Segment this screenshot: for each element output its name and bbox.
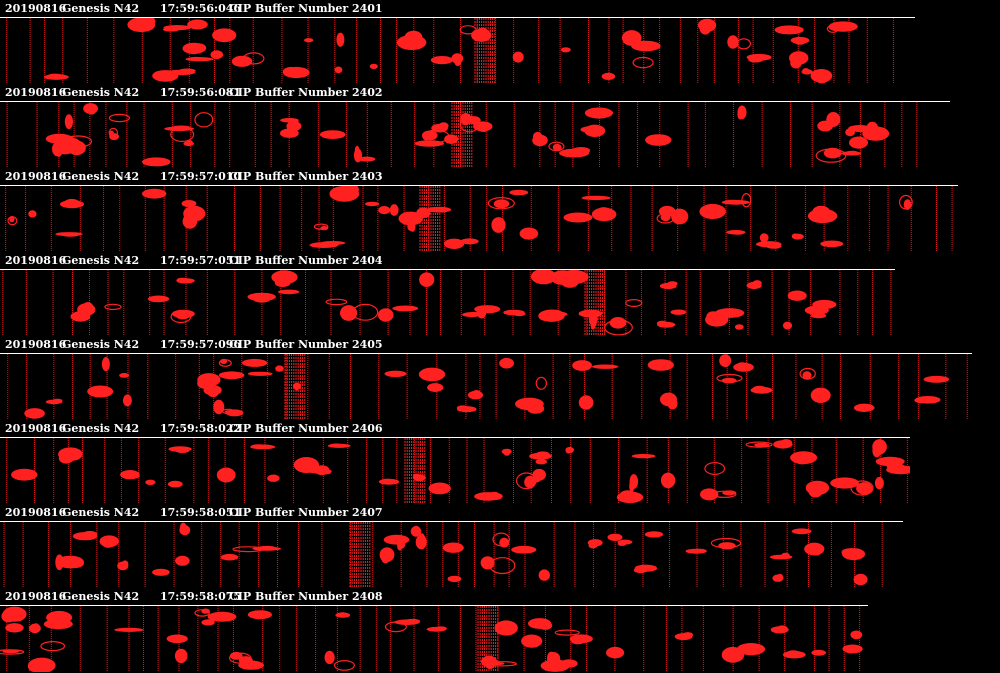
buffer-header: 20190816 Genesis N42 17:59:58:022 CIP Bu…: [0, 420, 1000, 437]
buffer-header: 20190816 Genesis N42 17:59:58:075 CIP Bu…: [0, 588, 1000, 605]
buffer-number: CIP Buffer Number 2403: [229, 170, 383, 183]
probe-name: Genesis N42: [62, 422, 140, 435]
particle-image: [0, 102, 930, 168]
buffer-header: 20190816 Genesis N42 17:59:56:046 CIP Bu…: [0, 0, 1000, 17]
header-rule: [0, 269, 895, 270]
buffer-strip: 20190816 Genesis N42 17:59:58:022 CIP Bu…: [0, 420, 1000, 504]
probe-name: Genesis N42: [62, 254, 140, 267]
buffer-header: 20190816 Genesis N42 17:59:57:051 CIP Bu…: [0, 252, 1000, 269]
buffer-date: 20190816: [5, 86, 67, 99]
buffer-time: 17:59:57:096: [160, 338, 242, 351]
buffer-strip: 20190816 Genesis N42 17:59:57:051 CIP Bu…: [0, 252, 1000, 336]
particle-image: [0, 354, 972, 420]
buffer-time: 17:59:58:022: [160, 422, 242, 435]
buffer-number: CIP Buffer Number 2404: [229, 254, 383, 267]
buffer-date: 20190816: [5, 2, 67, 15]
probe-name: Genesis N42: [62, 170, 140, 183]
buffer-strip: 20190816 Genesis N42 17:59:58:075 CIP Bu…: [0, 588, 1000, 672]
probe-name: Genesis N42: [62, 338, 140, 351]
header-rule: [0, 437, 910, 438]
buffer-header: 20190816 Genesis N42 17:59:57:096 CIP Bu…: [0, 336, 1000, 353]
header-rule: [0, 185, 958, 186]
buffer-date: 20190816: [5, 422, 67, 435]
particle-image: [0, 522, 903, 588]
buffer-strip: 20190816 Genesis N42 17:59:58:051 CIP Bu…: [0, 504, 1000, 588]
buffer-time: 17:59:56:081: [160, 86, 242, 99]
probe-name: Genesis N42: [62, 2, 140, 15]
header-rule: [0, 521, 903, 522]
particle-image: [0, 186, 958, 252]
buffer-number: CIP Buffer Number 2402: [229, 86, 383, 99]
header-rule: [0, 17, 915, 18]
header-rule: [0, 101, 950, 102]
particle-image: [0, 270, 895, 336]
buffer-time: 17:59:56:046: [160, 2, 242, 15]
buffer-strip: 20190816 Genesis N42 17:59:57:096 CIP Bu…: [0, 336, 1000, 420]
buffer-header: 20190816 Genesis N42 17:59:56:081 CIP Bu…: [0, 84, 1000, 101]
buffer-date: 20190816: [5, 338, 67, 351]
probe-name: Genesis N42: [62, 590, 140, 603]
buffer-strip: 20190816 Genesis N42 17:59:56:046 CIP Bu…: [0, 0, 1000, 84]
probe-name: Genesis N42: [62, 506, 140, 519]
buffer-date: 20190816: [5, 590, 67, 603]
particle-image: [0, 438, 910, 504]
particle-image: [0, 606, 868, 672]
buffer-time: 17:59:58:075: [160, 590, 242, 603]
buffer-date: 20190816: [5, 506, 67, 519]
buffer-strip: 20190816 Genesis N42 17:59:56:081 CIP Bu…: [0, 84, 1000, 168]
buffer-time: 17:59:57:010: [160, 170, 242, 183]
buffer-header: 20190816 Genesis N42 17:59:57:010 CIP Bu…: [0, 168, 1000, 185]
buffer-number: CIP Buffer Number 2405: [229, 338, 383, 351]
buffer-time: 17:59:58:051: [160, 506, 242, 519]
buffer-number: CIP Buffer Number 2407: [229, 506, 383, 519]
buffer-number: CIP Buffer Number 2408: [229, 590, 383, 603]
header-rule: [0, 605, 868, 606]
header-rule: [0, 353, 972, 354]
buffer-date: 20190816: [5, 254, 67, 267]
probe-name: Genesis N42: [62, 86, 140, 99]
buffer-number: CIP Buffer Number 2401: [229, 2, 383, 15]
buffer-header: 20190816 Genesis N42 17:59:58:051 CIP Bu…: [0, 504, 1000, 521]
particle-image: [0, 18, 905, 84]
buffer-time: 17:59:57:051: [160, 254, 242, 267]
buffer-strip: 20190816 Genesis N42 17:59:57:010 CIP Bu…: [0, 168, 1000, 252]
buffer-number: CIP Buffer Number 2406: [229, 422, 383, 435]
buffer-date: 20190816: [5, 170, 67, 183]
